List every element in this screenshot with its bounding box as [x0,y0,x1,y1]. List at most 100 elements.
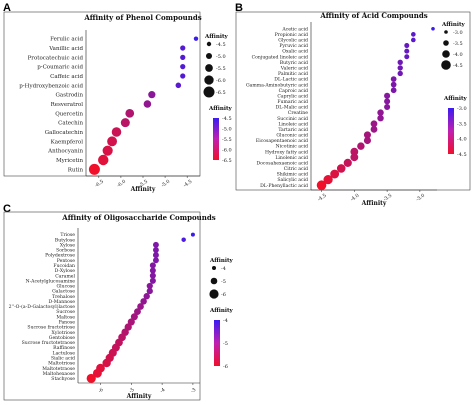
size-legend-label: -6.5 [216,90,226,96]
category-label: Xylotriose [52,330,76,336]
size-legend-label: -6 [221,292,226,298]
chart-panel-c: Affinity of Oligosaccharide Compounds Tri… [3,211,233,401]
category-label: N-Acetylglucosamine [26,278,76,284]
category-label: Vanillic acid [48,46,83,52]
size-legend-dot [212,266,216,270]
category-label: Pentose [57,258,76,264]
chart-title: Affinity of Phenol Compounds [83,13,201,22]
size-legend-label: -3.0 [453,30,463,36]
data-point [350,147,359,156]
category-label: DL-Phenyllactic acid [260,183,308,189]
category-label: Fumaric acid [277,99,308,105]
x-tick-label: -5.0 [160,179,171,189]
category-label: Caprylic acid [277,93,308,99]
data-point [143,100,152,108]
data-point [397,65,403,71]
x-tick-label: -4.5 [317,193,328,203]
size-legend-label: -5.5 [216,66,226,72]
category-label: Catechin [58,121,83,127]
size-legend-title: Affinity [204,34,228,40]
data-point [149,267,156,274]
color-legend-label: -4.5 [457,152,467,158]
size-legend-label: -4.5 [453,63,463,69]
category-label: Raffinose [53,345,75,351]
category-label: Conjugated linoleic acid [252,54,308,60]
data-point [125,108,135,118]
panel-letter-c: C [3,203,11,215]
data-point [153,241,159,248]
category-label: Ferulic acid [50,37,83,43]
size-legend-dot [209,289,219,299]
category-label: Gallocatechin [45,130,84,136]
data-point [397,70,403,77]
color-legend-label: -4.5 [222,116,232,122]
category-label: D-Xylose [55,268,76,274]
size-legend-dot [206,41,212,47]
color-legend-bar [214,320,220,366]
category-label: Gamma-Aminobutyric acid [246,82,308,88]
category-label: Sucrose fructotriose [27,325,75,331]
category-label: Kaempferol [51,139,84,145]
data-point [92,368,102,378]
data-point [149,262,156,269]
data-point [384,92,391,99]
chart-title: Affinity of Oligosaccharide Compounds [61,213,215,222]
category-label: Trehalose [52,294,75,300]
color-legend-label: -3.5 [457,121,467,127]
data-point [102,145,113,156]
category-label: Galactose [52,289,75,295]
data-point [370,125,378,133]
chart-panel-b: Affinity of Acid Compounds Acetic acidPro… [235,11,471,207]
category-label: Salicylic acid [277,177,308,183]
category-label: Resveratrol [51,102,84,108]
panel-letter-b: B [235,2,243,14]
x-tick-label: -4 [159,387,166,395]
category-label: D-Mannose [48,299,75,305]
data-point [149,277,156,284]
category-label: Anthocyanin [47,149,83,155]
x-tick-label: -4.0 [349,193,360,203]
x-axis-label: Affinity [361,200,387,207]
color-legend-label: -4.0 [457,137,467,143]
panel-frame [3,11,201,177]
x-tick-label: -3 [190,387,197,395]
data-point [137,303,144,310]
data-point [363,131,372,139]
panel-frame [3,211,201,401]
color-legend-label: -6 [223,364,228,370]
color-legend-label: -6.0 [222,148,232,154]
category-label: Panose [59,320,76,326]
x-axis-label: Affinity [130,186,156,193]
category-label: Shikimic acid [277,172,308,178]
data-point [88,163,100,175]
data-point [190,232,195,237]
data-point [86,373,96,384]
category-label: p-Coumaric acid [37,65,83,71]
size-legend-label: -5 [221,279,226,285]
size-legend-title: Affinity [209,258,233,264]
category-label: Fucoidan [53,263,75,269]
category-label: Sorbose [56,248,75,254]
color-legend-label: -5.0 [222,127,232,133]
data-point [130,313,138,321]
data-point [153,257,159,264]
data-point [180,54,186,60]
data-point [153,247,159,253]
data-point [149,272,156,279]
size-legend-label: -4 [221,266,226,272]
data-point [330,169,340,179]
category-label: Glycolic acid [278,38,308,44]
category-label: Maltotetraose [42,366,75,372]
category-label: Eicosapentaenoic acid [256,138,308,144]
category-label: Maltotriose [48,361,75,367]
category-label: Sialic acid [51,355,75,361]
data-point [357,142,365,150]
data-point [153,252,159,259]
chart-title: Affinity of Acid Compounds [319,11,427,20]
category-label: Oxalic acid [282,49,308,55]
category-label: Tartaric acid [278,127,308,133]
data-point [316,180,327,191]
category-label: Propionic acid [275,32,308,38]
color-legend-title: Affinity [443,96,467,102]
